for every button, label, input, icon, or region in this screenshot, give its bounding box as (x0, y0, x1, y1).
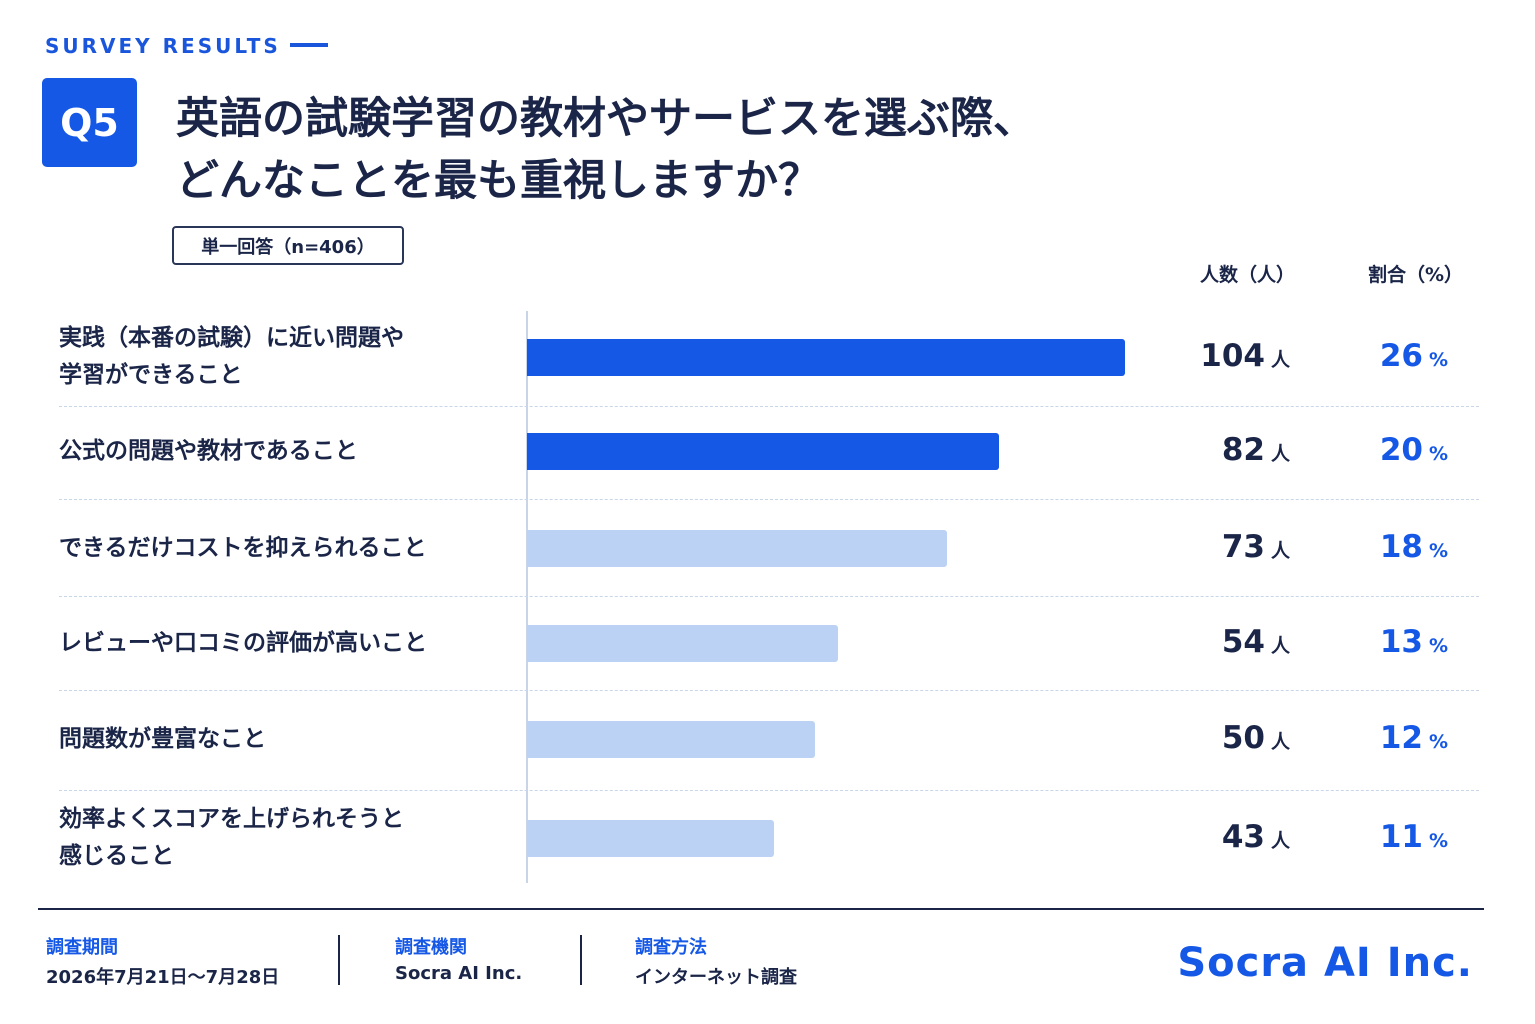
page-title: 英語の試験学習の教材やサービスを選ぶ際、 どんなことを最も重視しますか？ (176, 88, 1036, 212)
count-column-header: 人数（人） (1200, 264, 1296, 286)
count-unit: 人 (1270, 349, 1290, 371)
title-line-2: どんなことを最も重視しますか？ (176, 156, 821, 206)
chart-axis-line (526, 311, 528, 883)
count-number: 54 (1221, 624, 1265, 660)
row-separator (59, 790, 1479, 791)
bar (527, 721, 815, 758)
row-label-line: 実践（本番の試験）に近い問題や (59, 325, 404, 351)
percent-unit: % (1428, 731, 1448, 753)
answer-type-badge: 単一回答（n=406） (172, 226, 404, 265)
method-value: インターネット調査 (635, 967, 797, 988)
row-label-line: 問題数が豊富なこと (59, 725, 266, 752)
org-value: Socra AI Inc. (395, 963, 523, 984)
row-separator (59, 499, 1479, 500)
count-value: 82 人 (1190, 432, 1290, 468)
count-unit: 人 (1270, 731, 1290, 753)
count-unit: 人 (1270, 830, 1290, 852)
row-label-line: 学習ができること (59, 362, 243, 388)
question-badge: Q5 (42, 78, 137, 167)
percent-number: 12 (1379, 720, 1423, 756)
row-label: 効率よくスコアを上げられそうと 感じること (59, 801, 404, 875)
period-value: 2026年7月21日〜7月28日 (46, 967, 280, 988)
percent-number: 26 (1379, 338, 1423, 374)
row-label: 公式の問題や教材であること (59, 433, 358, 470)
eyebrow-label: SURVEY RESULTS (45, 34, 281, 58)
brand-logo-text: Socra AI Inc. (1177, 940, 1473, 986)
footer-divider (38, 908, 1484, 910)
row-label: 実践（本番の試験）に近い問題や 学習ができること (59, 320, 404, 394)
eyebrow-divider (290, 43, 328, 47)
percent-unit: % (1428, 540, 1448, 562)
percent-column-header: 割合（%） (1368, 264, 1464, 286)
row-label-line: レビューや口コミの評価が高いこと (59, 629, 427, 656)
count-number: 43 (1221, 819, 1265, 855)
count-value: 73 人 (1190, 529, 1290, 565)
org-label: 調査機関 (395, 937, 467, 958)
percent-number: 11 (1379, 819, 1423, 855)
percent-value: 18% (1368, 529, 1448, 565)
percent-number: 20 (1379, 432, 1423, 468)
percent-value: 13% (1368, 624, 1448, 660)
bar (527, 433, 999, 470)
percent-value: 20% (1368, 432, 1448, 468)
footer-separator (338, 935, 340, 985)
percent-unit: % (1428, 830, 1448, 852)
method-label: 調査方法 (635, 937, 707, 958)
row-label-line: 公式の問題や教材であること (59, 437, 358, 464)
count-unit: 人 (1270, 443, 1290, 465)
percent-value: 11% (1368, 819, 1448, 855)
percent-value: 12% (1368, 720, 1448, 756)
count-unit: 人 (1270, 635, 1290, 657)
row-separator (59, 596, 1479, 597)
bar (527, 339, 1125, 376)
percent-number: 18 (1379, 529, 1423, 565)
count-number: 82 (1221, 432, 1265, 468)
row-separator (59, 406, 1479, 407)
row-label-line: 感じること (59, 843, 174, 869)
row-label: レビューや口コミの評価が高いこと (59, 625, 427, 662)
bar (527, 625, 838, 662)
count-value: 43 人 (1190, 819, 1290, 855)
count-value: 104 人 (1190, 338, 1290, 374)
count-unit: 人 (1270, 540, 1290, 562)
row-label-line: できるだけコストを抑えられること (59, 534, 427, 561)
bar (527, 530, 947, 567)
footer-separator (580, 935, 582, 985)
percent-value: 26% (1368, 338, 1448, 374)
percent-number: 13 (1379, 624, 1423, 660)
period-label: 調査期間 (46, 937, 118, 958)
count-number: 50 (1221, 720, 1265, 756)
bar (527, 820, 774, 857)
row-label: できるだけコストを抑えられること (59, 530, 427, 567)
percent-unit: % (1428, 635, 1448, 657)
row-label: 問題数が豊富なこと (59, 721, 266, 758)
row-label-line: 効率よくスコアを上げられそうと (59, 806, 404, 832)
percent-unit: % (1428, 443, 1448, 465)
percent-unit: % (1428, 349, 1448, 371)
count-number: 73 (1221, 529, 1265, 565)
count-value: 54 人 (1190, 624, 1290, 660)
count-number: 104 (1200, 338, 1265, 374)
row-separator (59, 690, 1479, 691)
count-value: 50 人 (1190, 720, 1290, 756)
title-line-1: 英語の試験学習の教材やサービスを選ぶ際、 (176, 94, 1036, 144)
